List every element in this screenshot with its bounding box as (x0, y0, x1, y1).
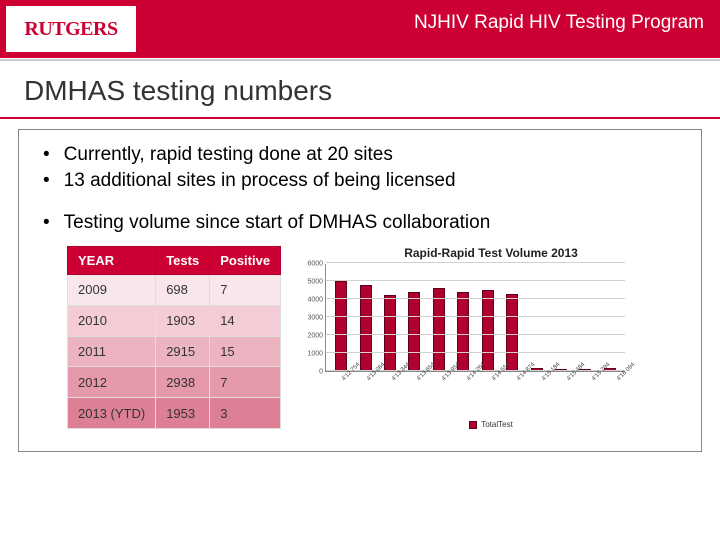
legend-swatch (469, 421, 477, 429)
table-cell: 3 (210, 398, 281, 429)
gridline (326, 316, 625, 317)
y-axis-label: 3000 (299, 315, 323, 322)
table-cell: 2938 (156, 367, 210, 398)
table-cell: 7 (210, 275, 281, 306)
table-cell: 2010 (68, 305, 156, 336)
table-cell: 2009 (68, 275, 156, 306)
table-cell: 698 (156, 275, 210, 306)
table-header: Positive (210, 247, 281, 275)
slide-title: DMHAS testing numbers (0, 61, 720, 119)
testing-table: YEARTestsPositive 2009698720101903142011… (67, 246, 281, 429)
table-row: 2013 (YTD)19533 (68, 398, 281, 429)
table-cell: 1953 (156, 398, 210, 429)
y-axis-label: 1000 (299, 351, 323, 358)
y-axis-label: 2000 (299, 333, 323, 340)
bullet-item: Currently, rapid testing done at 20 site… (37, 144, 683, 166)
table-cell: 1903 (156, 305, 210, 336)
table-cell: 2012 (68, 367, 156, 398)
table-cell: 2011 (68, 336, 156, 367)
bullet-item: 13 additional sites in process of being … (37, 170, 683, 192)
table-row: 2011291515 (68, 336, 281, 367)
table-cell: 2013 (YTD) (68, 398, 156, 429)
table-row: 20096987 (68, 275, 281, 306)
chart-bar (457, 292, 469, 371)
table-row: 201229387 (68, 367, 281, 398)
gridline (326, 280, 625, 281)
table-header: YEAR (68, 247, 156, 275)
bullet-item: Testing volume since start of DMHAS coll… (37, 212, 683, 234)
y-axis-label: 5000 (299, 279, 323, 286)
gridline (326, 334, 625, 335)
lower-content: YEARTestsPositive 2009698720101903142011… (37, 246, 683, 429)
chart-bar (408, 292, 420, 371)
chart-title: Rapid-Rapid Test Volume 2013 (299, 246, 683, 260)
chart-legend: TotalTest (299, 420, 683, 429)
chart-bar (335, 281, 347, 371)
table-cell: 15 (210, 336, 281, 367)
table-header: Tests (156, 247, 210, 275)
rutgers-logo: RUTGERS (6, 6, 136, 52)
chart-bar (482, 290, 494, 371)
chart-bar (433, 288, 445, 371)
table-cell: 2915 (156, 336, 210, 367)
table-cell: 7 (210, 367, 281, 398)
content-box: Currently, rapid testing done at 20 site… (18, 129, 702, 452)
y-axis-label: 4000 (299, 297, 323, 304)
bar-chart: 0100020003000400050006000 4'12 7544'13 0… (299, 264, 629, 394)
gridline (326, 352, 625, 353)
gridline (326, 298, 625, 299)
chart-bar (506, 294, 518, 371)
y-axis-label: 6000 (299, 261, 323, 268)
table-cell: 14 (210, 305, 281, 336)
legend-label: TotalTest (481, 420, 513, 429)
y-axis-label: 0 (299, 369, 323, 376)
gridline (326, 262, 625, 263)
table-row: 2010190314 (68, 305, 281, 336)
header-banner: RUTGERS NJHIV Rapid HIV Testing Program (0, 0, 720, 58)
chart-container: Rapid-Rapid Test Volume 2013 0 1000 2000 30… (299, 246, 683, 429)
program-title: NJHIV Rapid HIV Testing Program (414, 12, 704, 34)
